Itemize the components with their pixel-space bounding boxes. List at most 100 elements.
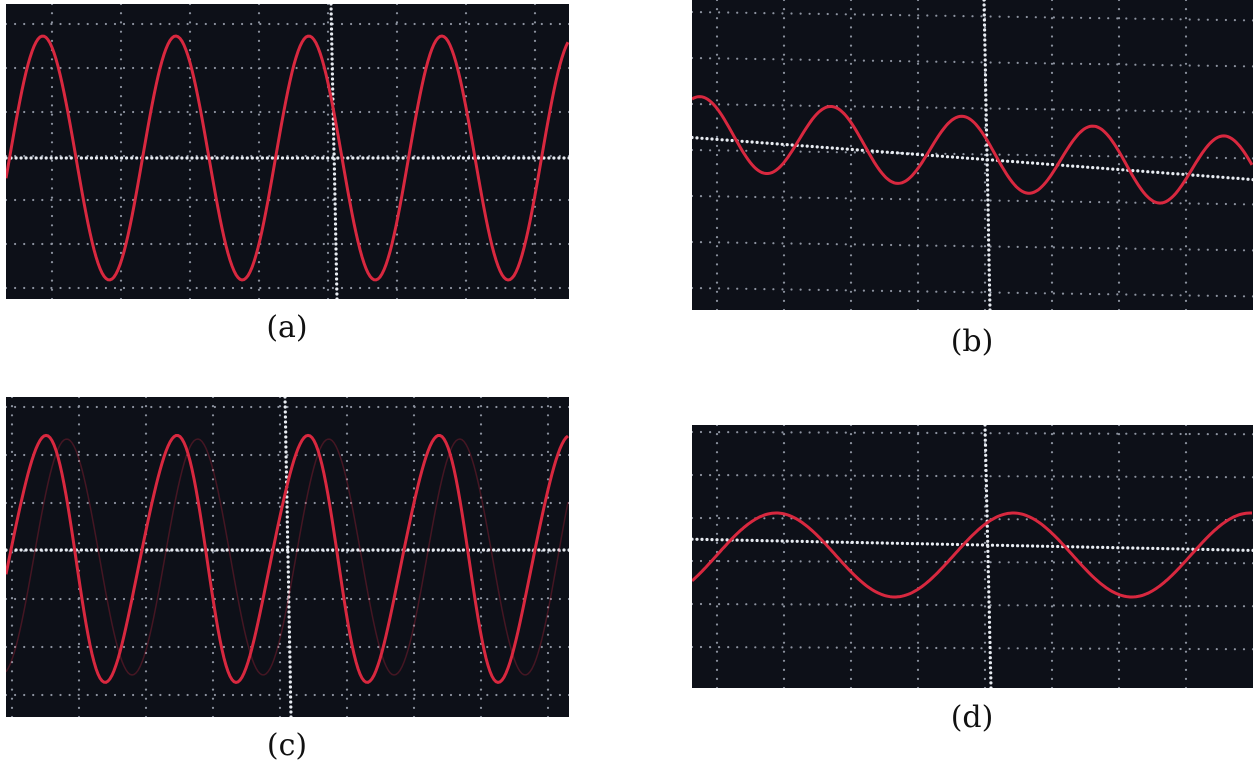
grid-dot [322,286,325,290]
grid-dot [464,168,468,171]
grid-dot [1061,16,1065,19]
grid-dot [1116,546,1120,550]
grid-dot [396,548,400,552]
grid-dot [800,144,804,148]
grid-dot [985,168,989,172]
grid-dot [211,670,215,673]
grid-dot [346,548,350,552]
grid-dot [345,715,349,717]
waveform-trace-b [692,95,1253,205]
grid-dot [1184,596,1188,599]
grid-dot [304,110,307,114]
grid-dot [257,122,261,125]
grid-dot [479,615,483,618]
grid-dot [1117,108,1121,111]
grid-dot [144,505,148,508]
grid-dot [278,670,282,673]
grid-dot [95,405,98,409]
grid-dot [1050,208,1054,211]
grid-dot [533,261,537,264]
grid-dot [326,4,330,6]
grid-dot [350,501,353,505]
grid-dot [871,197,875,200]
grid-dot [177,286,180,290]
grid-dot [916,596,920,599]
grid-dot [359,286,362,290]
grid-dot [284,455,288,459]
grid-dot [984,468,988,473]
grid-dot [210,548,214,552]
grid-dot [86,597,89,601]
grid-dot [1242,203,1246,206]
grid-dot [1036,544,1040,548]
grid-dot [204,405,207,409]
grid-dot [331,597,334,601]
grid-dot [330,72,334,76]
grid-dot [458,198,462,202]
grid-dot [241,597,244,601]
grid-dot [270,156,274,160]
grid-dot [144,624,148,627]
grid-dot [144,597,148,600]
grid-dot [916,299,920,302]
grid-dot [1061,604,1065,607]
grid-dot [285,548,290,552]
grid-dot [880,603,884,606]
grid-dot [715,26,719,29]
grid-dot [23,645,26,649]
grid-dot [849,163,853,166]
grid-dot [259,66,262,70]
grid-dot [458,154,462,158]
grid-dot [413,645,416,649]
grid-dot [287,610,291,614]
grid-dot [983,496,987,499]
grid-dot [845,147,849,151]
grid-dot [1117,26,1121,29]
grid-dot [119,150,123,153]
grid-dot [880,517,884,520]
grid-dot [1117,181,1121,184]
grid-dot [50,196,54,199]
grid-dot [386,156,390,160]
grid-dot [1007,153,1010,156]
grid-dot [250,242,253,246]
grid-dot [1016,291,1019,294]
grid-dot [965,156,970,160]
grid-dot [77,286,80,290]
grid-dot [34,548,38,552]
grid-dot [412,487,416,490]
grid-dot [916,172,920,175]
grid-dot [335,277,339,281]
grid-dot [533,251,537,254]
grid-dot [168,22,171,26]
grid-dot [50,85,54,89]
grid-dot [916,425,920,427]
grid-dot [381,548,385,552]
grid-dot [1117,272,1121,275]
grid-dot [790,12,793,15]
grid-dot [222,110,225,114]
grid-dot [486,453,489,457]
grid-dot [257,104,261,107]
grid-dot [980,157,985,161]
grid-dot [970,156,975,161]
grid-dot [186,693,189,697]
grid-dot [715,144,719,147]
grid-dot [278,459,282,463]
grid-dot [533,67,537,70]
grid-dot [900,151,904,155]
grid-dot [326,251,330,254]
grid-dot [177,501,180,505]
grid-dot [329,27,334,31]
grid-dot [695,136,699,140]
grid-dot [6,110,8,114]
grid-dot [1106,167,1110,171]
grid-dot [110,548,114,552]
grid-dot [715,226,719,229]
grid-dot [1098,247,1101,250]
grid-dot [504,405,507,409]
grid-dot [945,155,950,159]
grid-dot [210,156,214,160]
grid-dot [195,156,199,160]
grid-dot [1117,90,1121,93]
